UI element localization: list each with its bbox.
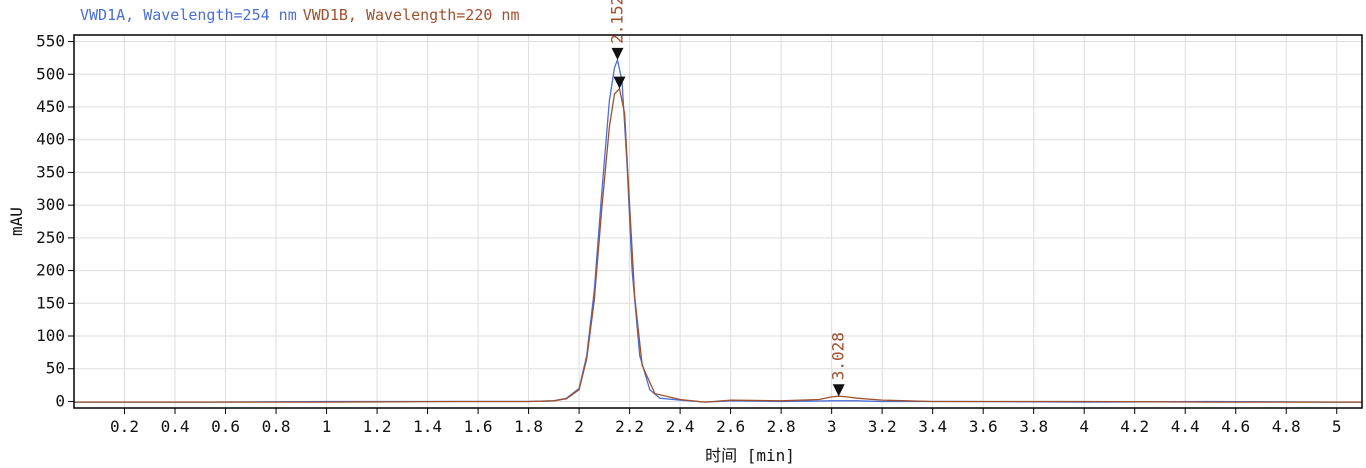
x-tick-label: 4.8: [1272, 417, 1301, 436]
x-tick-label: 1.6: [464, 417, 493, 436]
legend-entry-vwd1a: VWD1A, Wavelength=254 nm: [80, 6, 297, 24]
x-tick-label: 3.2: [868, 417, 897, 436]
x-tick-label: 3.6: [969, 417, 998, 436]
y-tick-label: 100: [36, 326, 65, 345]
x-tick-label: 0.6: [211, 417, 240, 436]
legend-entry-vwd1b: VWD1B, Wavelength=220 nm: [302, 6, 520, 24]
y-tick-label: 500: [36, 64, 65, 83]
y-axis-title: mAU: [7, 207, 26, 236]
x-tick-label: 0.4: [161, 417, 190, 436]
y-tick-label: 450: [36, 97, 65, 116]
y-tick-label: 300: [36, 195, 65, 214]
x-tick-label: 0.2: [110, 417, 139, 436]
x-tick-label: 5: [1332, 417, 1342, 436]
x-tick-label: 1.2: [363, 417, 392, 436]
peak-label: 2.152: [607, 0, 626, 44]
x-tick-label: 1.4: [413, 417, 442, 436]
x-tick-label: 2.8: [767, 417, 796, 436]
y-tick-label: 150: [36, 293, 65, 312]
y-tick-label: 350: [36, 162, 65, 181]
x-tick-label: 4: [1079, 417, 1089, 436]
peak-marker: [832, 384, 845, 397]
x-tick-label: 3.8: [1019, 417, 1048, 436]
x-tick-label: 2.6: [716, 417, 745, 436]
x-tick-label: 2: [574, 417, 584, 436]
x-tick-label: 4.4: [1171, 417, 1200, 436]
y-tick-label: 250: [36, 228, 65, 247]
x-tick-label: 3: [827, 417, 837, 436]
x-tick-label: 0.8: [262, 417, 291, 436]
peak-marker: [613, 76, 626, 89]
y-tick-label: 0: [55, 391, 65, 410]
x-tick-label: 3.4: [918, 417, 947, 436]
x-tick-label: 1: [322, 417, 332, 436]
y-tick-label: 50: [46, 359, 65, 378]
x-axis-title: 时间 [min]: [705, 446, 795, 465]
series-line-1: [74, 87, 1362, 403]
y-tick-label: 400: [36, 130, 65, 149]
peak-label: 3.028: [829, 332, 848, 380]
x-tick-label: 2.4: [666, 417, 695, 436]
x-tick-label: 4.6: [1221, 417, 1250, 436]
y-tick-label: 550: [36, 32, 65, 51]
x-tick-label: 2.2: [615, 417, 644, 436]
peak-marker: [611, 47, 624, 60]
series-line-0: [74, 57, 1362, 403]
plot-frame: [73, 34, 1363, 409]
x-tick-label: 1.8: [514, 417, 543, 436]
legend: VWD1A, Wavelength=254 nm VWD1B, Wavelengt…: [80, 6, 526, 24]
x-tick-label: 4.2: [1120, 417, 1149, 436]
y-tick-label: 200: [36, 261, 65, 280]
